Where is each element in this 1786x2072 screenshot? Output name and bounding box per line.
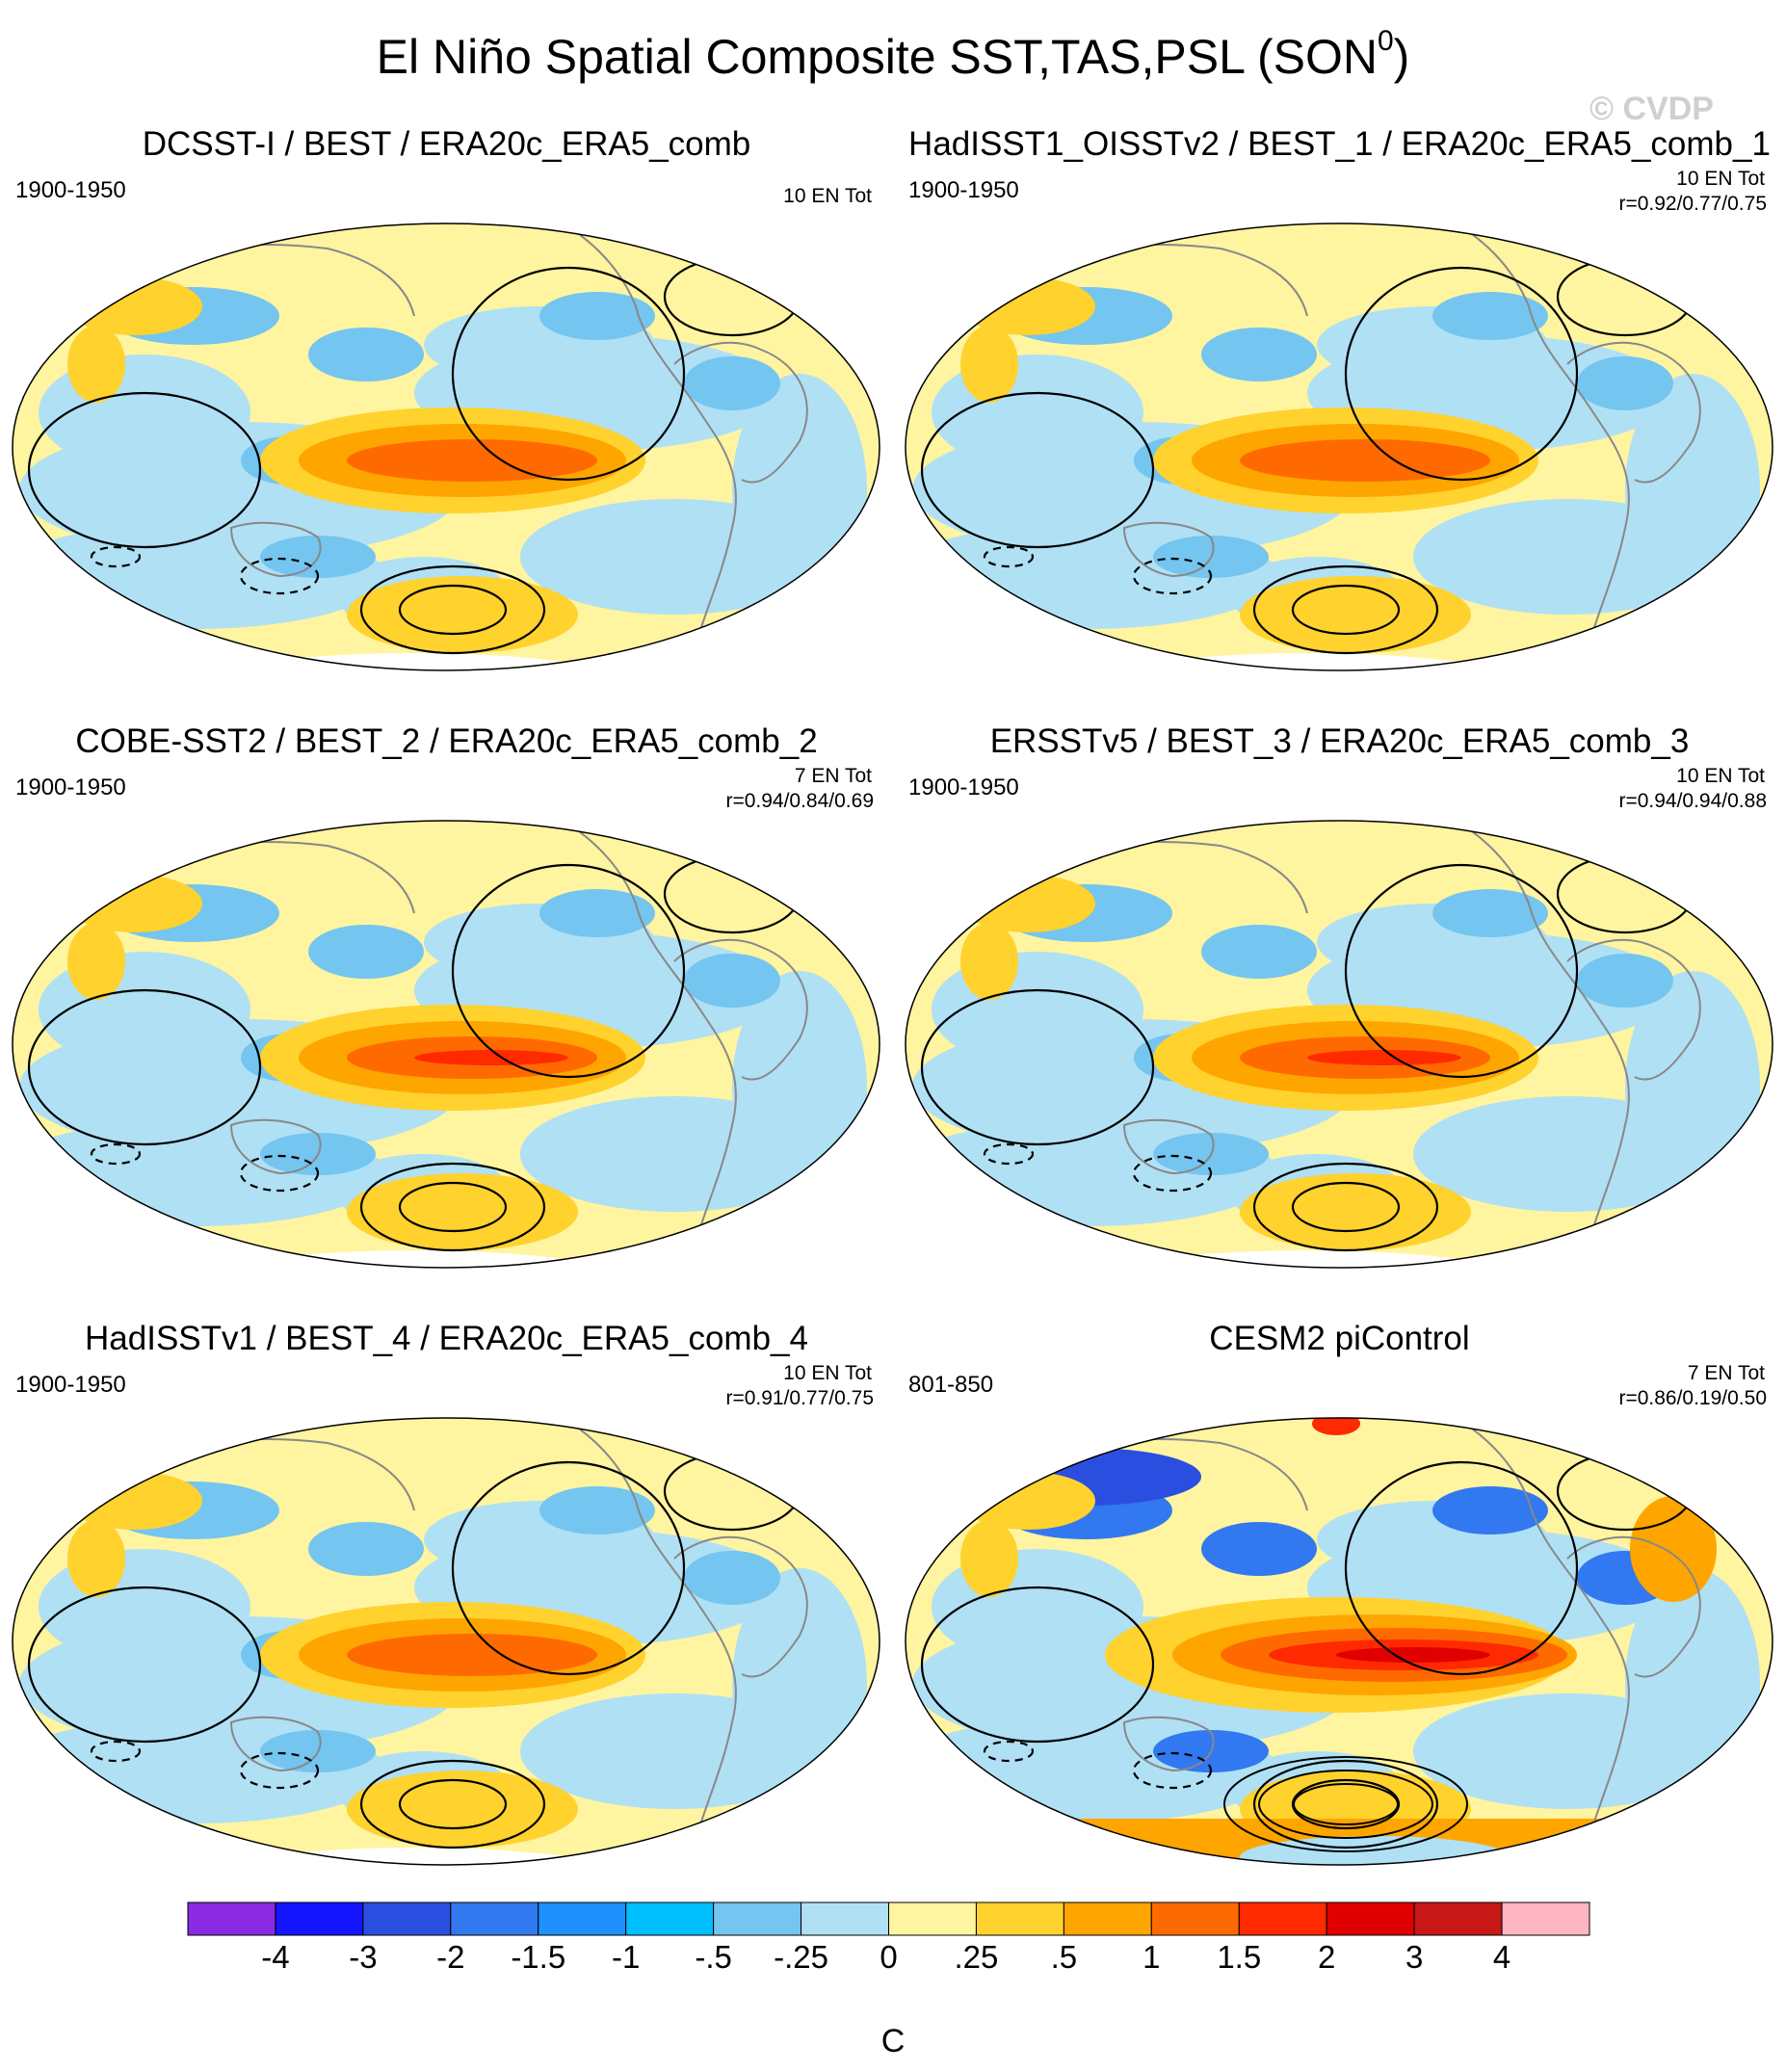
map-panel-6: CESM2 piControl 801-850 7 EN Tot r=0.86/…	[893, 1320, 1786, 1917]
panel-title: COBE-SST2 / BEST_2 / ERA20c_ERA5_comb_2	[75, 722, 818, 760]
map-panel-3: COBE-SST2 / BEST_2 / ERA20c_ERA5_comb_2 …	[0, 722, 893, 1320]
colorbar-tick-label: -1.5	[511, 1939, 565, 1975]
panel-title: ERSSTv5 / BEST_3 / ERA20c_ERA5_comb_3	[989, 722, 1690, 760]
colorbar-tick-label: -1	[612, 1939, 640, 1975]
panel-pattern-correlation: r=0.92/0.77/0.75	[1618, 193, 1767, 215]
panel-period: 801-850	[908, 1372, 994, 1398]
global-map	[905, 223, 1773, 671]
global-map	[12, 1417, 880, 1866]
global-map	[12, 223, 880, 671]
panel-pattern-correlation: r=0.91/0.77/0.75	[725, 1387, 874, 1409]
panel-title: HadISSTv1 / BEST_4 / ERA20c_ERA5_comb_4	[85, 1320, 808, 1357]
colorbar-tick-label: .25	[955, 1939, 999, 1975]
colorbar-tick-label: .5	[1051, 1939, 1078, 1975]
colorbar-tick-label: 3	[1405, 1939, 1423, 1975]
colorbar-tick-label: 1.5	[1217, 1939, 1261, 1975]
map-panel-4: ERSSTv5 / BEST_3 / ERA20c_ERA5_comb_3 19…	[893, 722, 1786, 1320]
panel-period: 1900-1950	[15, 1372, 126, 1398]
colorbar-tick-label: 2	[1318, 1939, 1335, 1975]
colorbar-tick-label: -3	[349, 1939, 377, 1975]
map-panel-5: HadISSTv1 / BEST_4 / ERA20c_ERA5_comb_4 …	[0, 1320, 893, 1917]
panel-event-count: 10 EN Tot	[783, 1362, 872, 1384]
panel-event-count: 7 EN Tot	[794, 765, 872, 787]
map-panel-1: DCSST-I / BEST / ERA20c_ERA5_comb 1900-1…	[0, 125, 893, 722]
panel-event-count: 7 EN Tot	[1687, 1362, 1765, 1384]
global-map	[12, 820, 880, 1269]
colorbar-tick-label: -.5	[695, 1939, 732, 1975]
panel-pattern-correlation: r=0.94/0.94/0.88	[1618, 790, 1767, 812]
panel-title: DCSST-I / BEST / ERA20c_ERA5_comb	[142, 125, 751, 163]
figure-title-superscript: 0	[1377, 25, 1394, 57]
colorbar-tick-label: -.25	[774, 1939, 828, 1975]
map-panel-2: HadISST1_OISSTv2 / BEST_1 / ERA20c_ERA5_…	[893, 125, 1786, 722]
panel-pattern-correlation: r=0.94/0.84/0.69	[725, 790, 874, 812]
figure-title-close: )	[1393, 30, 1410, 84]
panel-event-count: 10 EN Tot	[1676, 168, 1765, 190]
panel-pattern-correlation: r=0.86/0.19/0.50	[1618, 1387, 1767, 1409]
panel-title: CESM2 piControl	[1209, 1320, 1470, 1357]
colorbar-tick-label: 4	[1493, 1939, 1510, 1975]
global-map	[905, 820, 1773, 1269]
panel-period: 1900-1950	[15, 177, 126, 203]
colorbar-unit: C	[880, 2023, 906, 2059]
colorbar-tick-label: -4	[261, 1939, 289, 1975]
colorbar-tick-label: 1	[1143, 1939, 1160, 1975]
panel-period: 1900-1950	[15, 774, 126, 800]
global-map	[905, 1417, 1773, 1866]
cvdp-watermark: © CVDP	[1589, 91, 1714, 127]
figure-title: El Niño Spatial Composite SST,TAS,PSL (S…	[0, 25, 1786, 85]
panel-period: 1900-1950	[908, 177, 1019, 203]
panel-event-count: 10 EN Tot	[1676, 765, 1765, 787]
panel-period: 1900-1950	[908, 774, 1019, 800]
colorbar-tick-label: -2	[436, 1939, 464, 1975]
colorbar-tick-label: 0	[880, 1939, 897, 1975]
panel-title: HadISST1_OISSTv2 / BEST_1 / ERA20c_ERA5_…	[908, 125, 1771, 163]
panel-event-count: 10 EN Tot	[783, 185, 872, 207]
figure-title-text: El Niño Spatial Composite SST,TAS,PSL (S…	[376, 30, 1378, 84]
